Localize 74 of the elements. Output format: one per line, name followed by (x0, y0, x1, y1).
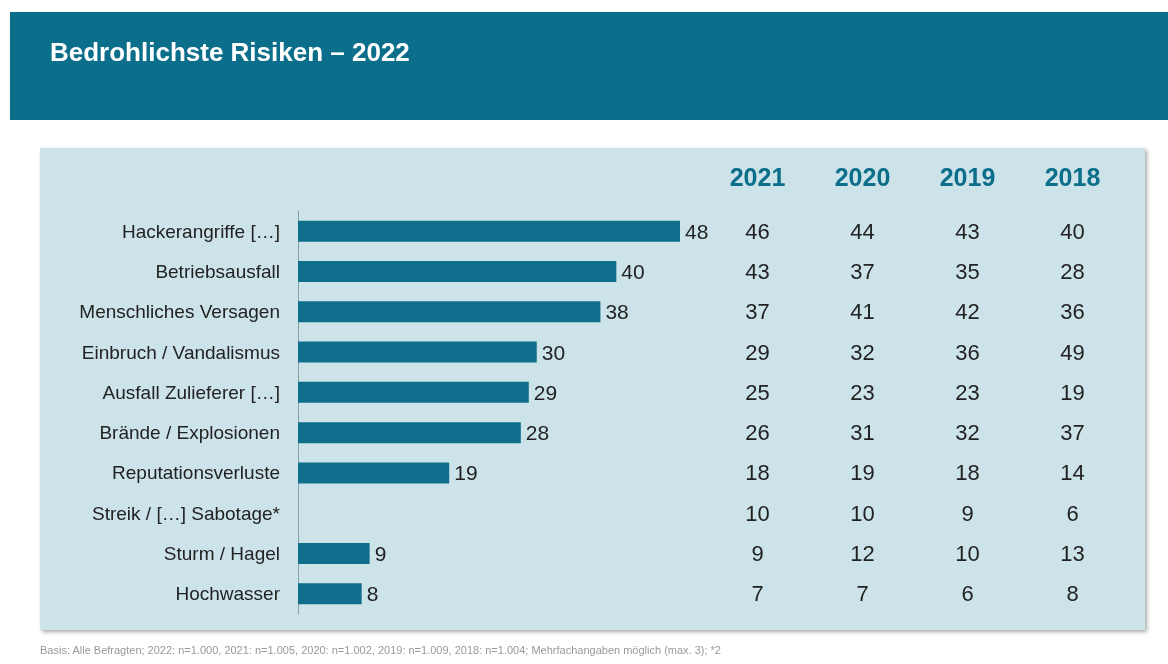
data-label: 19 (850, 460, 875, 486)
data-label: 37 (850, 258, 875, 284)
data-label: 40 (1060, 218, 1085, 244)
data-label: 6 (1066, 500, 1079, 526)
data-label: 25 (745, 379, 770, 405)
y-tick-label: Betriebsausfall (155, 260, 280, 282)
y-tick-label: Menschliches Versagen (79, 301, 280, 323)
y-tick-label: Brände / Explosionen (99, 422, 280, 444)
data-label: 18 (745, 460, 770, 486)
chart-title: Bedrohlichste Risiken – 2022 (50, 37, 410, 67)
y-tick-label: Ausfall Zulieferer […] (102, 381, 280, 403)
data-label: 6 (961, 581, 974, 607)
x-tick-label: 2021 (729, 162, 786, 191)
y-tick-label: Streik / […] Sabotage* (92, 502, 281, 524)
data-label: 46 (745, 218, 770, 244)
bar (298, 301, 601, 323)
data-label: 8 (366, 582, 379, 606)
data-label: 9 (374, 542, 387, 566)
bar (298, 381, 529, 403)
y-tick-label: Sturm / Hagel (163, 543, 280, 565)
data-label: 8 (1066, 581, 1079, 607)
data-label: 19 (1060, 379, 1085, 405)
data-label: 38 (605, 300, 629, 324)
data-label: 36 (1060, 299, 1085, 325)
y-tick-label: Reputationsverluste (112, 462, 280, 484)
data-label: 44 (850, 218, 875, 244)
bar (298, 220, 680, 242)
data-label: 36 (955, 339, 980, 365)
data-label: 7 (751, 581, 764, 607)
data-label: 43 (745, 258, 770, 284)
data-label: 32 (955, 420, 980, 446)
data-label: 37 (1060, 420, 1085, 446)
data-label: 49 (1060, 339, 1085, 365)
data-label: 18 (955, 460, 980, 486)
data-label: 37 (745, 299, 770, 325)
bar (298, 462, 450, 484)
bar (298, 543, 370, 565)
data-label: 10 (955, 541, 980, 567)
text: Basis: Alle Befragten; 2022: n=1.000, 2021: n=1.005, 2020: n=1.002, 2019: n=1.009, 2018: n=1.004; Mehrfachangaben möglich (max. 3); *2 (40, 643, 721, 656)
data-label: 42 (955, 299, 980, 325)
data-label: 12 (850, 541, 875, 567)
data-label: 32 (850, 339, 875, 365)
data-label: 10 (850, 500, 875, 526)
data-label: 26 (745, 420, 770, 446)
data-label: 19 (454, 461, 478, 485)
data-label: 29 (533, 380, 558, 404)
data-label: 23 (850, 379, 875, 405)
data-label: 40 (621, 259, 645, 283)
data-label: 28 (525, 421, 550, 445)
data-label: 14 (1060, 460, 1085, 486)
data-label: 31 (850, 420, 875, 446)
data-label: 7 (856, 581, 869, 607)
y-tick-label: Hackerangriffe […] (121, 220, 280, 242)
data-label: 29 (745, 339, 770, 365)
data-label: 28 (1060, 258, 1085, 284)
bar (298, 422, 521, 444)
data-label: 10 (745, 500, 770, 526)
y-tick-label: Hochwasser (175, 583, 281, 605)
y-tick-label: Einbruch / Vandalismus (81, 341, 280, 363)
data-label: 30 (541, 340, 566, 364)
data-label: 41 (850, 299, 875, 325)
data-label: 9 (961, 500, 974, 526)
bar (298, 341, 537, 363)
data-label: 23 (955, 379, 980, 405)
bar (298, 583, 362, 605)
data-label: 48 (685, 219, 709, 243)
data-label: 9 (751, 541, 764, 567)
bar (298, 260, 617, 282)
x-tick-label: 2020 (834, 162, 891, 191)
x-tick-label: 2019 (939, 162, 996, 191)
data-label: 35 (955, 258, 980, 284)
x-tick-label: 2018 (1044, 162, 1101, 191)
data-label: 13 (1060, 541, 1085, 567)
data-label: 43 (955, 218, 980, 244)
